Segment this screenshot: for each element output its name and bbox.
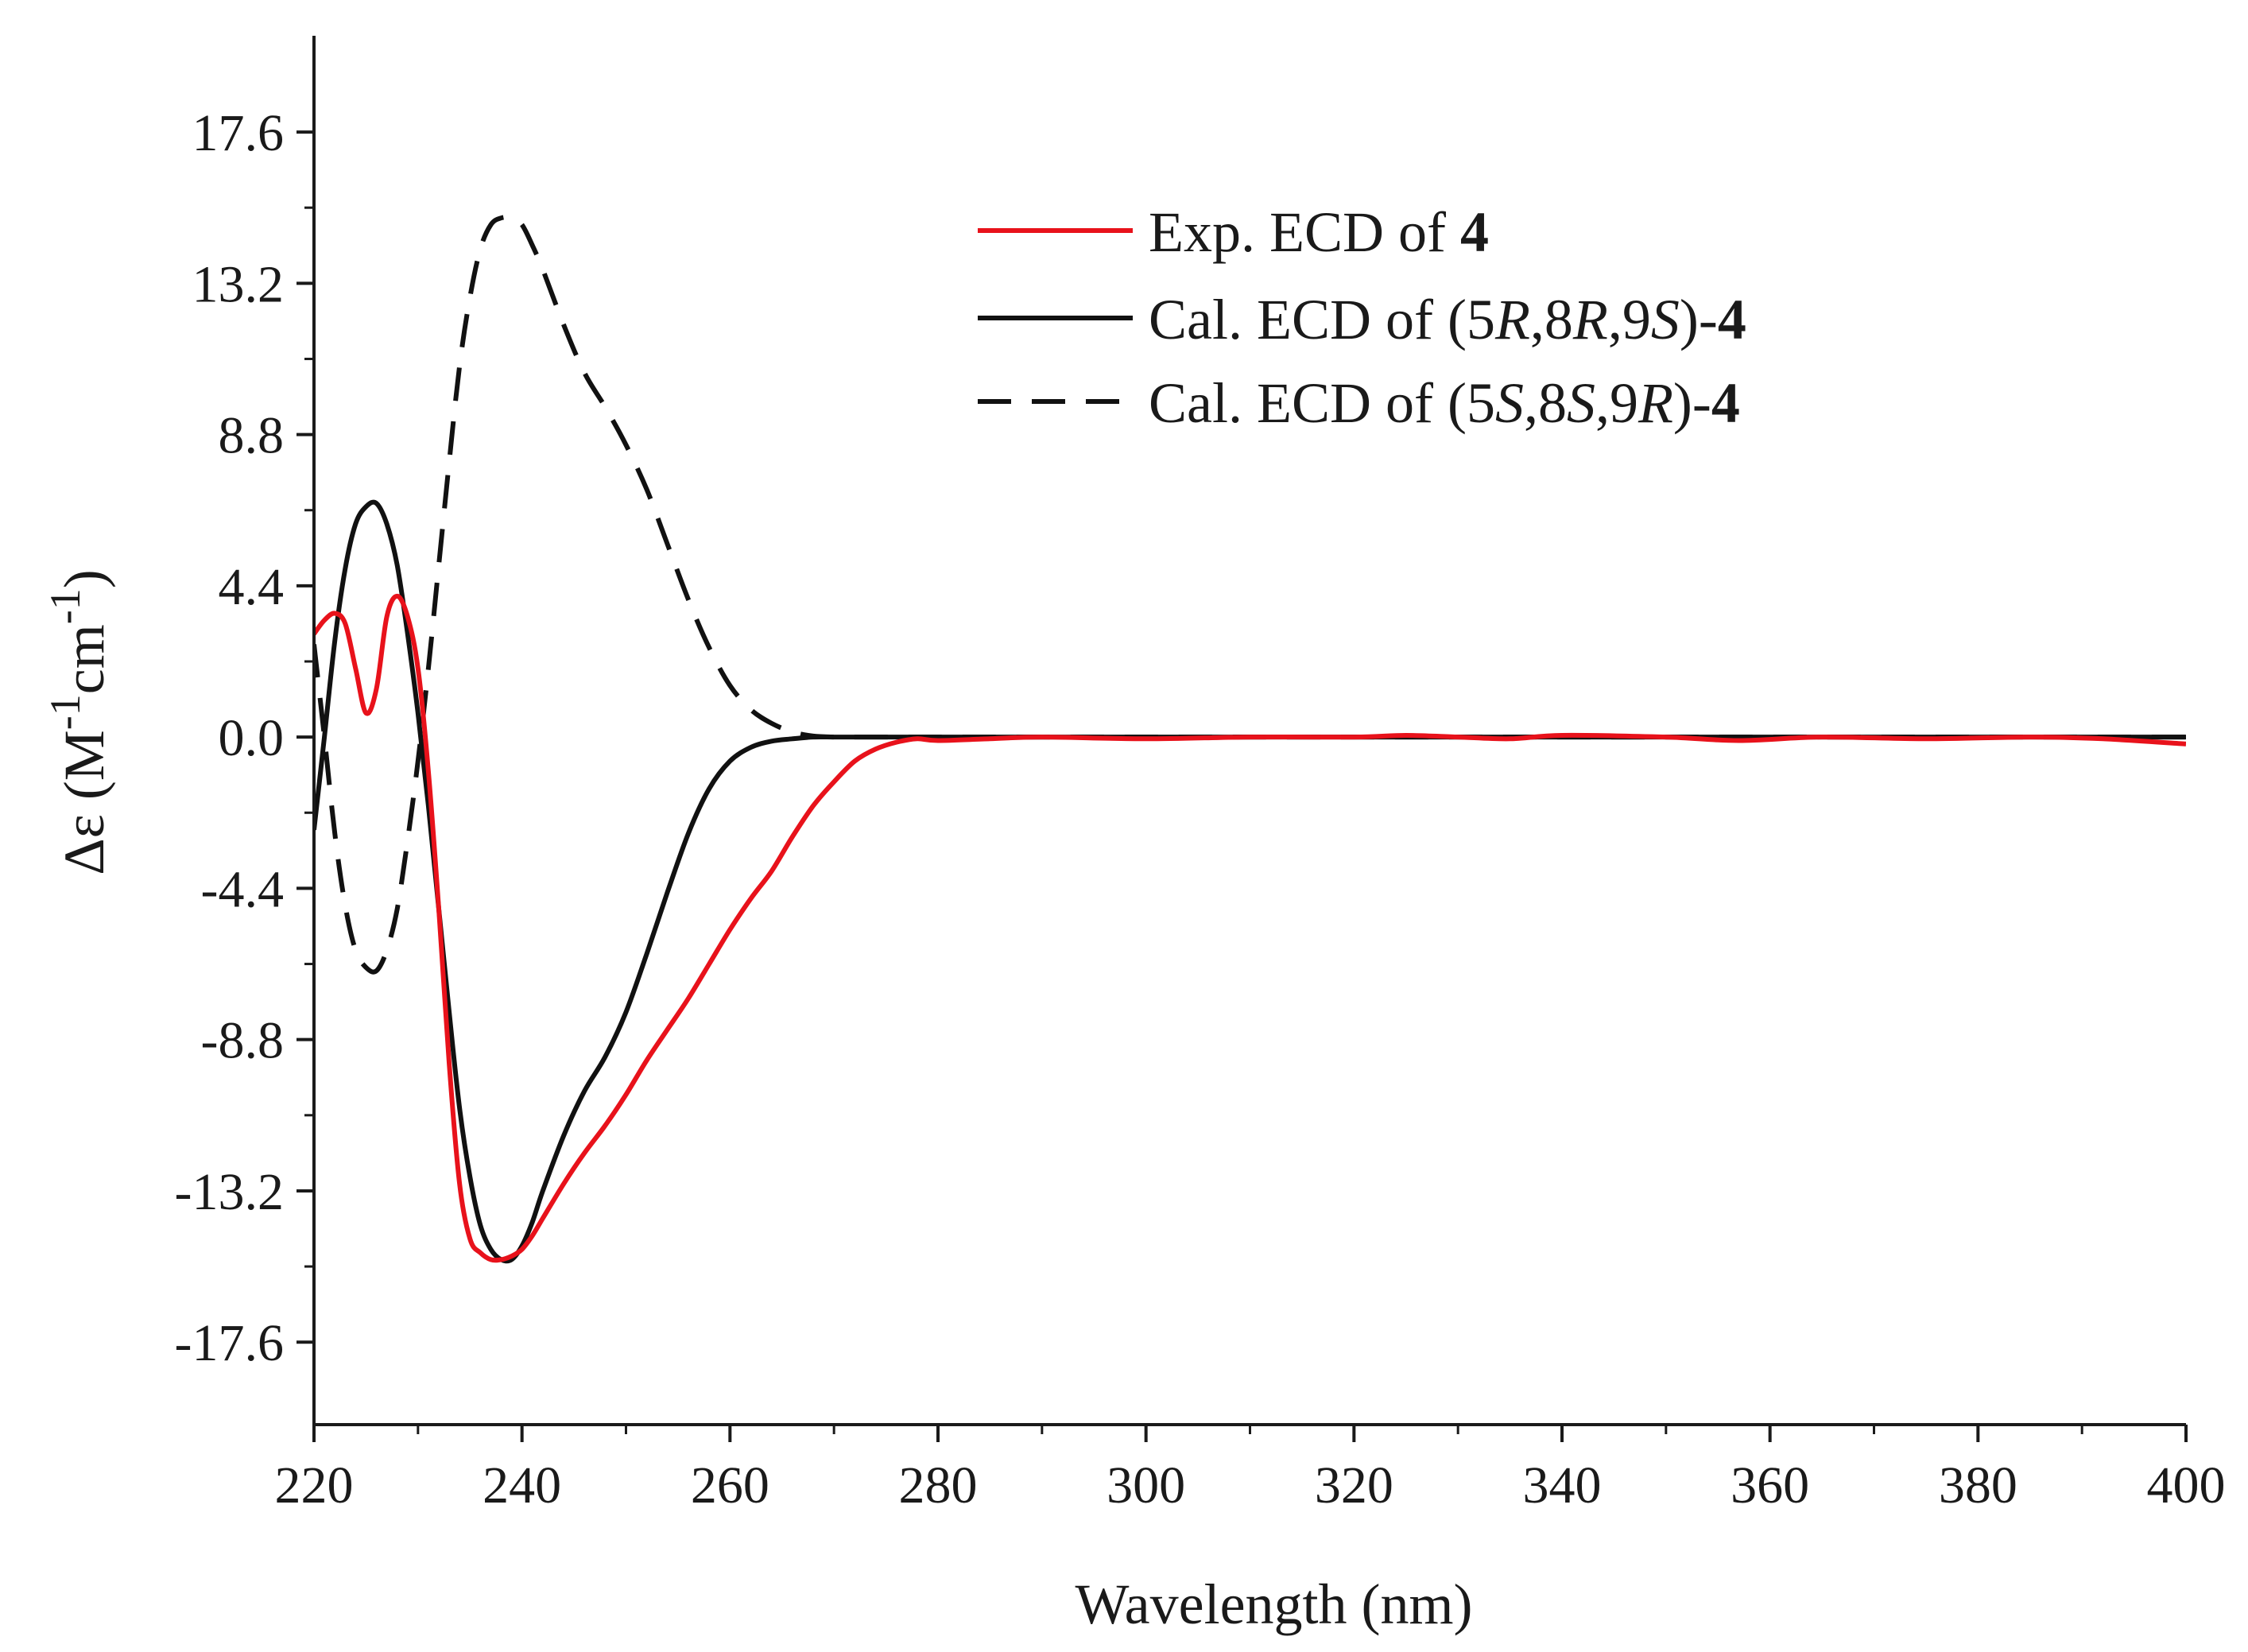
x-tick-label: 380 (1939, 1456, 2017, 1514)
y-axis-title-part: ) (52, 569, 116, 588)
x-tick-label: 340 (1523, 1456, 1602, 1514)
y-tick-label: -8.8 (201, 1012, 284, 1070)
x-tick-label: 320 (1315, 1456, 1393, 1514)
legend-label-part: ,9 (1595, 371, 1638, 435)
y-tick-label: 8.8 (219, 407, 285, 465)
legend-label-part: ,9 (1608, 288, 1651, 351)
x-tick-label: 240 (483, 1456, 561, 1514)
ticks: 220 240 260 280 300 320 340 360 380 400 -17.6 -13.2… (175, 104, 2226, 1514)
legend-label-part: S (1651, 288, 1680, 351)
x-tick-label: 300 (1107, 1456, 1185, 1514)
legend-label-3: Cal. ECD of (5S,8S,9R)-4 (1149, 371, 1740, 435)
legend-label-part: Exp. ECD of (1149, 200, 1460, 264)
legend-label-part: R (1494, 288, 1530, 351)
y-axis-title-part: Δε (M (52, 730, 116, 875)
y-tick-label: -13.2 (175, 1163, 284, 1221)
x-tick-label: 400 (2147, 1456, 2226, 1514)
plot-lines (314, 215, 2186, 1264)
y-tick-label: -17.6 (175, 1314, 284, 1372)
y-tick-label: 4.4 (219, 558, 285, 616)
legend-label-1: Exp. ECD of 4 (1149, 200, 1489, 264)
series-line-2 (314, 499, 2186, 1264)
x-axis-title: Wavelength (nm) (1075, 1573, 1472, 1636)
legend-label-part: )- (1680, 288, 1718, 351)
x-tick-label: 280 (899, 1456, 978, 1514)
legend-label-part: )- (1673, 371, 1711, 435)
y-tick-label: 13.2 (192, 255, 285, 313)
series-line-1 (314, 593, 2186, 1263)
legend-label-part: ,8 (1524, 371, 1567, 435)
x-tick-label: 260 (691, 1456, 769, 1514)
y-axis-title-superscript: -1 (41, 694, 89, 730)
legend-label-part: 4 (1718, 288, 1746, 351)
axis-titles: Wavelength (nm)Δε (M-1cm-1) (41, 569, 1473, 1636)
legend-label-part: Cal. ECD of (5 (1149, 288, 1495, 351)
legend-label-2: Cal. ECD of (5R,8R,9S)-4 (1149, 288, 1746, 351)
legend-label-part: S (1567, 371, 1595, 435)
legend-label-part: R (1572, 288, 1608, 351)
legend-label-part: Cal. ECD of (5 (1149, 371, 1495, 435)
y-tick-label: 0.0 (219, 709, 285, 767)
legend-label-part: 4 (1460, 200, 1489, 264)
x-tick-label: 220 (275, 1456, 354, 1514)
legend-label-part: S (1495, 371, 1524, 435)
y-tick-label: 17.6 (192, 104, 285, 162)
legend-label-part: 4 (1711, 371, 1740, 435)
legend-label-part: ,8 (1530, 288, 1573, 351)
y-axis-title: Δε (M-1cm-1) (41, 569, 116, 874)
legend-label-part: R (1638, 371, 1673, 435)
y-axis-title-part: cm (52, 624, 116, 694)
x-tick-label: 360 (1731, 1456, 1809, 1514)
y-tick-label: -4.4 (201, 860, 284, 918)
y-axis-title-superscript: -1 (41, 588, 89, 624)
